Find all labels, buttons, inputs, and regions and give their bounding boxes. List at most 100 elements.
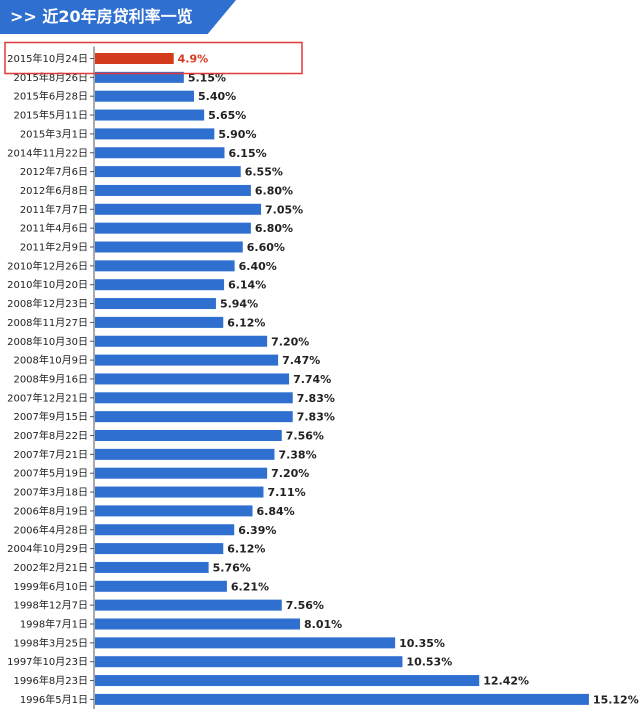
value-label: 10.53%	[406, 656, 452, 669]
value-label: 6.80%	[255, 222, 293, 235]
category-label: 2011年4月6日	[20, 222, 88, 235]
value-label: 12.42%	[483, 675, 529, 688]
value-label: 7.56%	[286, 430, 324, 443]
value-label: 7.56%	[286, 599, 324, 612]
value-label: 6.12%	[227, 543, 265, 556]
value-label: 7.20%	[271, 335, 309, 348]
category-label: 2008年12月23日	[7, 297, 88, 310]
bar	[95, 543, 224, 555]
bar	[95, 128, 215, 140]
value-label: 5.94%	[220, 298, 258, 311]
category-label: 2012年7月6日	[20, 165, 88, 178]
bar	[95, 486, 264, 498]
category-label: 2011年2月9日	[20, 241, 88, 254]
category-label: 2008年10月9日	[13, 354, 88, 367]
category-label: 2007年8月22日	[13, 429, 88, 442]
category-label: 2002年2月21日	[13, 561, 88, 574]
value-label: 7.74%	[293, 373, 331, 386]
value-label: 15.12%	[593, 693, 639, 706]
value-label: 4.9%	[178, 53, 209, 66]
bar	[95, 675, 480, 687]
bar	[95, 524, 235, 536]
value-label: 10.35%	[399, 637, 445, 650]
value-label: 7.20%	[271, 467, 309, 480]
bar	[95, 637, 396, 649]
category-label: 1997年10月23日	[7, 655, 88, 668]
value-label: 5.15%	[188, 71, 226, 84]
value-label: 7.05%	[265, 203, 303, 216]
category-label: 2010年12月26日	[7, 259, 88, 272]
category-label: 2015年6月28日	[13, 90, 88, 103]
title-banner	[0, 0, 236, 34]
bar	[95, 373, 290, 385]
value-label: 6.80%	[255, 184, 293, 197]
category-label: 2008年11月27日	[7, 316, 88, 329]
value-label: 5.65%	[208, 109, 246, 122]
category-label: 1996年8月23日	[13, 674, 88, 687]
category-label: 2007年12月21日	[7, 391, 88, 404]
category-label: 2008年9月16日	[13, 372, 88, 385]
bar	[95, 580, 227, 592]
bar	[95, 184, 251, 196]
value-label: 6.21%	[231, 580, 269, 593]
category-label: 2015年10月24日	[7, 52, 88, 65]
bar	[95, 147, 225, 159]
page-title: >> 近20年房贷利率一览	[10, 7, 193, 26]
value-label: 5.40%	[198, 90, 236, 103]
bar	[95, 222, 251, 234]
bar	[95, 430, 282, 441]
category-label: 2012年6月8日	[20, 184, 88, 197]
highlight-box	[4, 41, 303, 75]
value-label: 6.84%	[257, 505, 295, 518]
bar	[95, 656, 403, 668]
category-label: 2006年8月19日	[13, 504, 88, 517]
bar	[95, 71, 184, 83]
value-label: 8.01%	[304, 618, 342, 631]
bar	[95, 618, 301, 630]
value-label: 7.47%	[282, 354, 320, 367]
value-label: 7.83%	[297, 411, 335, 424]
category-label: 2004年10月29日	[7, 542, 88, 555]
category-label: 1999年6月10日	[13, 580, 88, 593]
category-label: 2011年7月7日	[20, 203, 88, 216]
bar	[95, 467, 268, 479]
category-label: 2007年5月19日	[13, 467, 88, 480]
value-label: 5.76%	[213, 561, 251, 574]
bar	[95, 335, 268, 347]
category-label: 1998年3月25日	[13, 636, 88, 649]
bar	[95, 693, 589, 705]
value-label: 5.90%	[218, 128, 256, 141]
value-label: 6.14%	[228, 279, 266, 292]
bar	[95, 109, 205, 121]
category-label: 2006年4月28日	[13, 523, 88, 536]
category-label: 2014年11月22日	[7, 146, 88, 159]
category-label: 1996年5月1日	[20, 693, 88, 706]
category-label: 2007年3月18日	[13, 486, 88, 499]
bar	[95, 448, 275, 460]
bar	[95, 316, 224, 328]
value-label: 6.60%	[247, 241, 285, 254]
bar	[95, 298, 216, 310]
bar	[95, 392, 293, 404]
bar	[95, 411, 293, 423]
bar	[95, 599, 282, 611]
category-label: 2008年10月30日	[7, 335, 88, 348]
bar	[95, 505, 253, 517]
category-label: 2010年10月20日	[7, 278, 88, 291]
value-label: 6.39%	[238, 524, 276, 537]
value-label: 6.15%	[228, 147, 266, 160]
value-label: 6.55%	[245, 166, 283, 179]
value-label: 6.40%	[239, 260, 277, 273]
value-label: 7.83%	[297, 392, 335, 405]
bar	[95, 203, 262, 215]
bar	[95, 354, 279, 366]
value-label: 7.38%	[278, 448, 316, 461]
category-label: 1998年12月7日	[13, 599, 88, 612]
bar	[95, 166, 241, 178]
category-label: 2015年3月1日	[20, 127, 88, 140]
bar	[95, 53, 174, 64]
bar	[95, 260, 235, 272]
bar	[95, 241, 243, 253]
category-label: 1998年7月1日	[20, 618, 88, 631]
